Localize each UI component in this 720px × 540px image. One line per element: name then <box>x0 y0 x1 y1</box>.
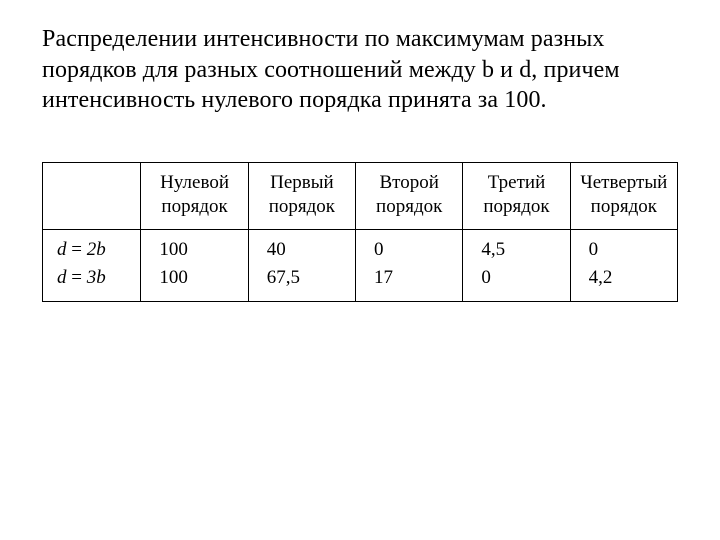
col-header-0: Нулевойпорядок <box>141 163 248 230</box>
cell-col0: 100 100 <box>141 229 248 301</box>
col-header-3: Третийпорядок <box>463 163 570 230</box>
cell-col2: 0 17 <box>356 229 463 301</box>
col-header-4: Четвертыйпорядок <box>570 163 677 230</box>
intensity-table: Нулевойпорядок Первыйпорядок Второйпоряд… <box>42 162 678 302</box>
col-header-blank <box>43 163 141 230</box>
table-row: d = 2b d = 3b 100 100 40 67,5 0 17 4,5 <box>43 229 678 301</box>
caption-text: Распределении интенсивности по максимума… <box>42 24 678 116</box>
col-header-1: Первыйпорядок <box>248 163 355 230</box>
cell-col1: 40 67,5 <box>248 229 355 301</box>
cell-col3: 4,5 0 <box>463 229 570 301</box>
col-header-2: Второйпорядок <box>356 163 463 230</box>
row-labels: d = 2b d = 3b <box>43 229 141 301</box>
cell-col4: 0 4,2 <box>570 229 677 301</box>
table-header-row: Нулевойпорядок Первыйпорядок Второйпоряд… <box>43 163 678 230</box>
